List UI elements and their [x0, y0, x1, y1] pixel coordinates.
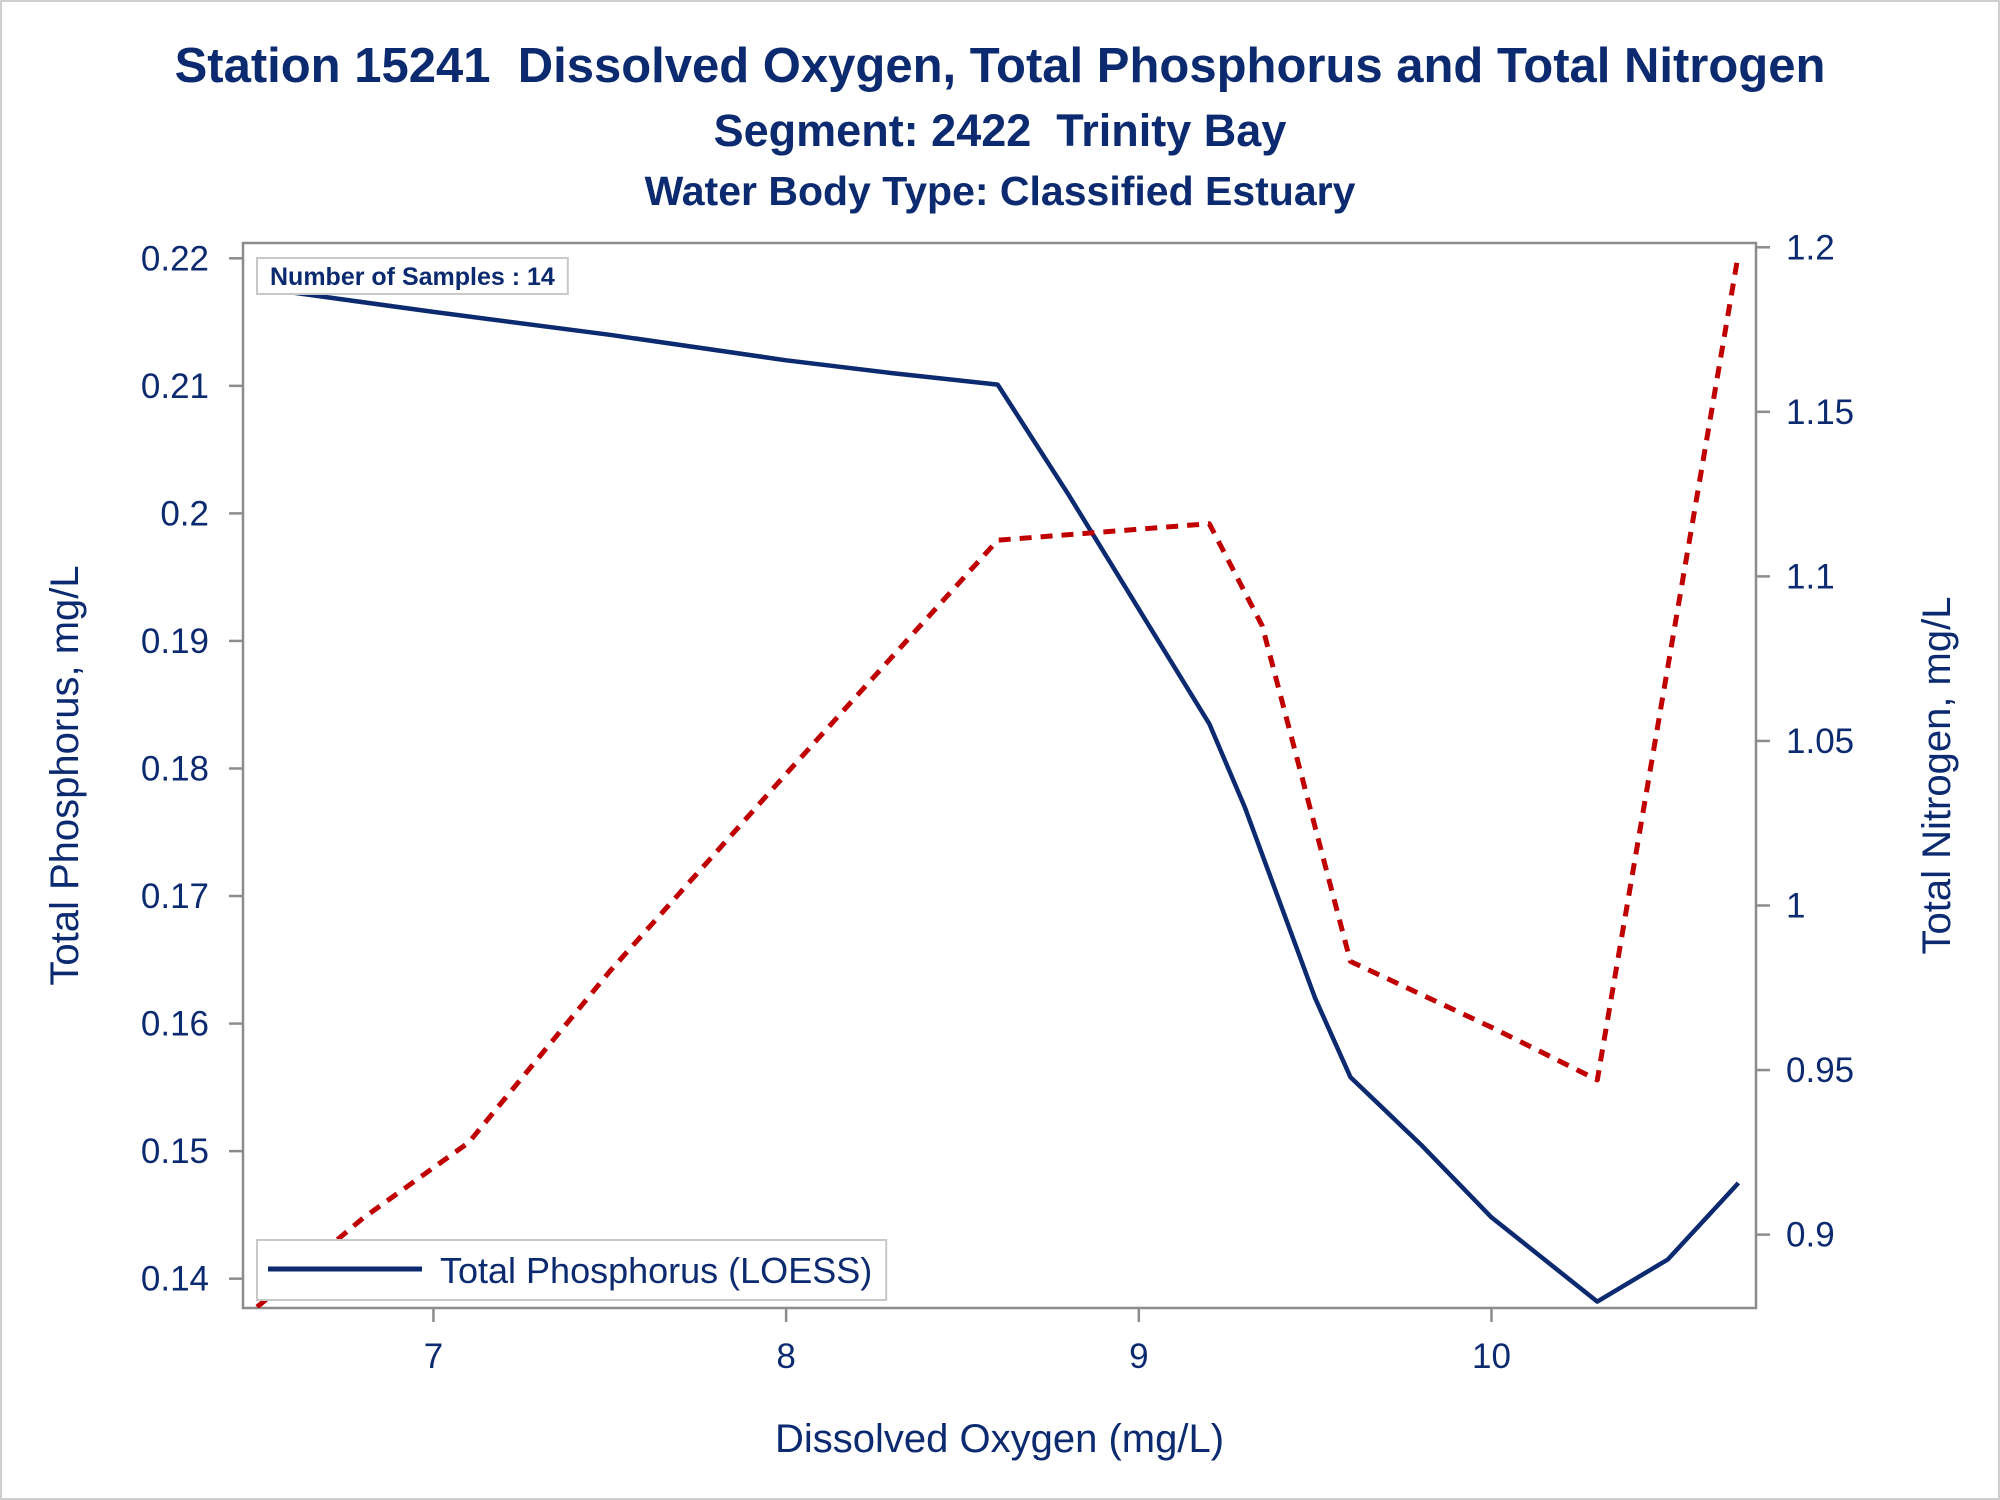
y-right-tick-label: 0.9 [1786, 1216, 1835, 1255]
y-left-tick-label: 0.2 [160, 494, 209, 533]
y-left-tick-label: 0.19 [141, 622, 209, 661]
y-left-tick-label: 0.15 [141, 1132, 209, 1171]
x-axis-label: Dissolved Oxygen (mg/L) [775, 1417, 1224, 1461]
series-layer [255, 253, 1741, 1308]
y-axis-right-label: Total Nitrogen, mg/L [1915, 597, 1959, 955]
legend: Total Phosphorus (LOESS) [256, 1239, 888, 1301]
chart-title: Station 15241 Dissolved Oxygen, Total Ph… [174, 39, 1826, 93]
y-right-tick-label: 1.1 [1786, 557, 1835, 596]
y-left-tick-label: 0.14 [141, 1260, 209, 1299]
y-right-tick-label: 1.15 [1786, 393, 1854, 432]
series-line-phosphorus [256, 285, 1741, 1304]
y-right-tick-label: 1.05 [1786, 722, 1854, 761]
x-tick-label: 8 [776, 1337, 795, 1376]
y-left-tick-label: 0.18 [141, 749, 209, 788]
y-left-tick-label: 0.16 [141, 1005, 209, 1044]
x-tick-label: 10 [1472, 1337, 1511, 1376]
plot-area [241, 241, 1758, 1310]
x-tick-label: 9 [1129, 1337, 1148, 1376]
y-axis-left: 0.14 0.15 0.16 0.17 0.18 0.19 0.2 0.21 0.22 [141, 239, 243, 1299]
legend-label-phosphorus: Total Phosphorus (LOESS) [440, 1250, 872, 1291]
y-right-tick-label: 1.2 [1786, 228, 1835, 267]
y-left-tick-label: 0.21 [141, 367, 209, 406]
y-axis-left-label: Total Phosphorus, mg/L [43, 565, 87, 985]
x-axis: 7 8 9 10 [424, 1308, 1511, 1376]
sample-count-box: Number of Samples : 14 [256, 257, 569, 295]
chart-subtitle-water-body: Water Body Type: Classified Estuary [644, 168, 1356, 214]
sample-count-text: Number of Samples : 14 [270, 263, 555, 291]
chart-subtitle-segment: Segment: 2422 Trinity Bay [713, 105, 1287, 156]
series-line-nitrogen [255, 253, 1741, 1308]
x-tick-label: 7 [424, 1337, 443, 1376]
y-right-tick-label: 0.95 [1786, 1051, 1854, 1090]
y-axis-right: 0.9 0.95 1 1.05 1.1 1.15 1.2 [1756, 228, 1854, 1255]
y-left-tick-label: 0.22 [141, 239, 209, 278]
y-right-tick-label: 1 [1786, 886, 1805, 925]
y-left-tick-label: 0.17 [141, 877, 209, 916]
